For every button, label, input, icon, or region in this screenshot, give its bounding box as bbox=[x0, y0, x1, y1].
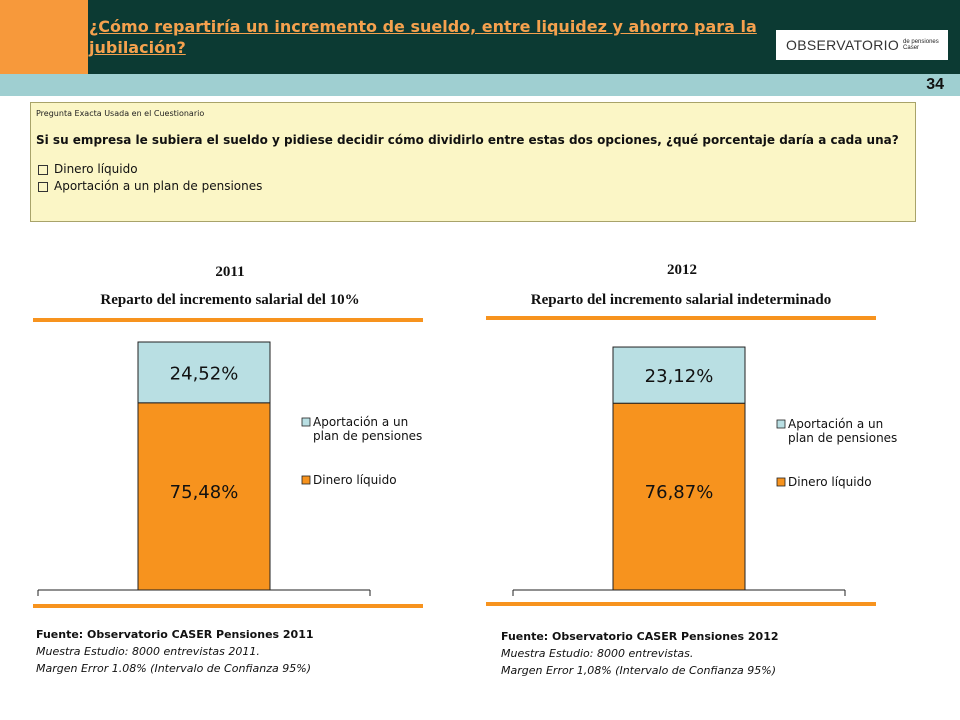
legend-label-aportacion-line1: Aportación a un bbox=[788, 417, 883, 431]
chart-2012-title: Reparto del incremento salarial indeterm… bbox=[530, 292, 832, 308]
option-pension: Aportación a un plan de pensiones bbox=[36, 178, 909, 195]
page-number: 34 bbox=[926, 76, 944, 93]
checkbox-icon bbox=[38, 181, 48, 192]
checkbox-icon bbox=[38, 164, 48, 175]
logo-main-text: OBSERVATORIO bbox=[786, 37, 900, 53]
header-accent-block bbox=[0, 0, 88, 74]
chart-2012-bottom-rule bbox=[486, 602, 876, 606]
logo-sub-text: de pensiones Caser bbox=[903, 39, 939, 51]
chart-2012-year: 2012 bbox=[667, 262, 697, 278]
chart-2012-top-rule bbox=[486, 316, 876, 320]
chart-2011-title: Reparto del incremento salarial del 10% bbox=[100, 292, 360, 308]
data-label: 24,52% bbox=[170, 363, 239, 384]
question-text: Si su empresa le subiera el sueldo y pid… bbox=[36, 133, 899, 147]
chart-2011-year: 2011 bbox=[215, 264, 245, 280]
source-sample: Muestra Estudio: 8000 entrevistas. bbox=[501, 647, 694, 660]
legend-swatch-dinero bbox=[301, 475, 311, 485]
legend-label-dinero: Dinero líquido bbox=[788, 475, 872, 489]
observatorio-logo: OBSERVATORIO de pensiones Caser bbox=[776, 30, 948, 60]
source-margin: Margen Error 1,08% (Intervalo de Confian… bbox=[501, 664, 776, 677]
sub-header-bar bbox=[0, 74, 960, 96]
legend-label-aportacion-line2: plan de pensiones bbox=[788, 431, 897, 445]
option-label: Dinero líquido bbox=[54, 162, 138, 176]
legend-swatch-aportacion bbox=[776, 419, 786, 429]
chart-2011-bottom-rule bbox=[33, 604, 423, 608]
logo-sub-line1: de pensiones bbox=[903, 39, 939, 45]
source-sample: Muestra Estudio: 8000 entrevistas 2011. bbox=[36, 645, 260, 658]
data-label: 76,87% bbox=[645, 482, 714, 503]
question-box: Pregunta Exacta Usada en el Cuestionario… bbox=[30, 102, 916, 222]
legend-label-aportacion-line1: Aportación a un bbox=[313, 415, 408, 429]
chart-2011-source: Fuente: Observatorio CASER Pensiones 201… bbox=[36, 626, 456, 677]
data-label: 23,12% bbox=[645, 366, 714, 387]
question-label: Pregunta Exacta Usada en el Cuestionario bbox=[36, 109, 205, 118]
legend-label-dinero: Dinero líquido bbox=[313, 473, 397, 487]
source-title: Fuente: Observatorio CASER Pensiones 201… bbox=[501, 630, 779, 643]
logo-sub-line2: Caser bbox=[903, 45, 920, 51]
data-label: 75,48% bbox=[170, 482, 239, 503]
legend-swatch-aportacion bbox=[301, 417, 311, 427]
bar-segment-aportacion-plan bbox=[612, 346, 746, 404]
option-liquid: Dinero líquido bbox=[36, 161, 909, 178]
page-title[interactable]: ¿Cómo repartiría un incremento de sueldo… bbox=[89, 17, 757, 57]
source-margin: Margen Error 1.08% (Intervalo de Confian… bbox=[36, 662, 311, 675]
chart-2012-source: Fuente: Observatorio CASER Pensiones 201… bbox=[501, 628, 921, 679]
legend-swatch-dinero bbox=[776, 477, 786, 487]
source-title: Fuente: Observatorio CASER Pensiones 201… bbox=[36, 628, 314, 641]
option-label: Aportación a un plan de pensiones bbox=[54, 179, 263, 193]
bar-segment-aportacion-plan bbox=[137, 341, 271, 404]
chart-2011-top-rule bbox=[33, 318, 423, 322]
legend-label-aportacion-line2: plan de pensiones bbox=[313, 429, 422, 443]
